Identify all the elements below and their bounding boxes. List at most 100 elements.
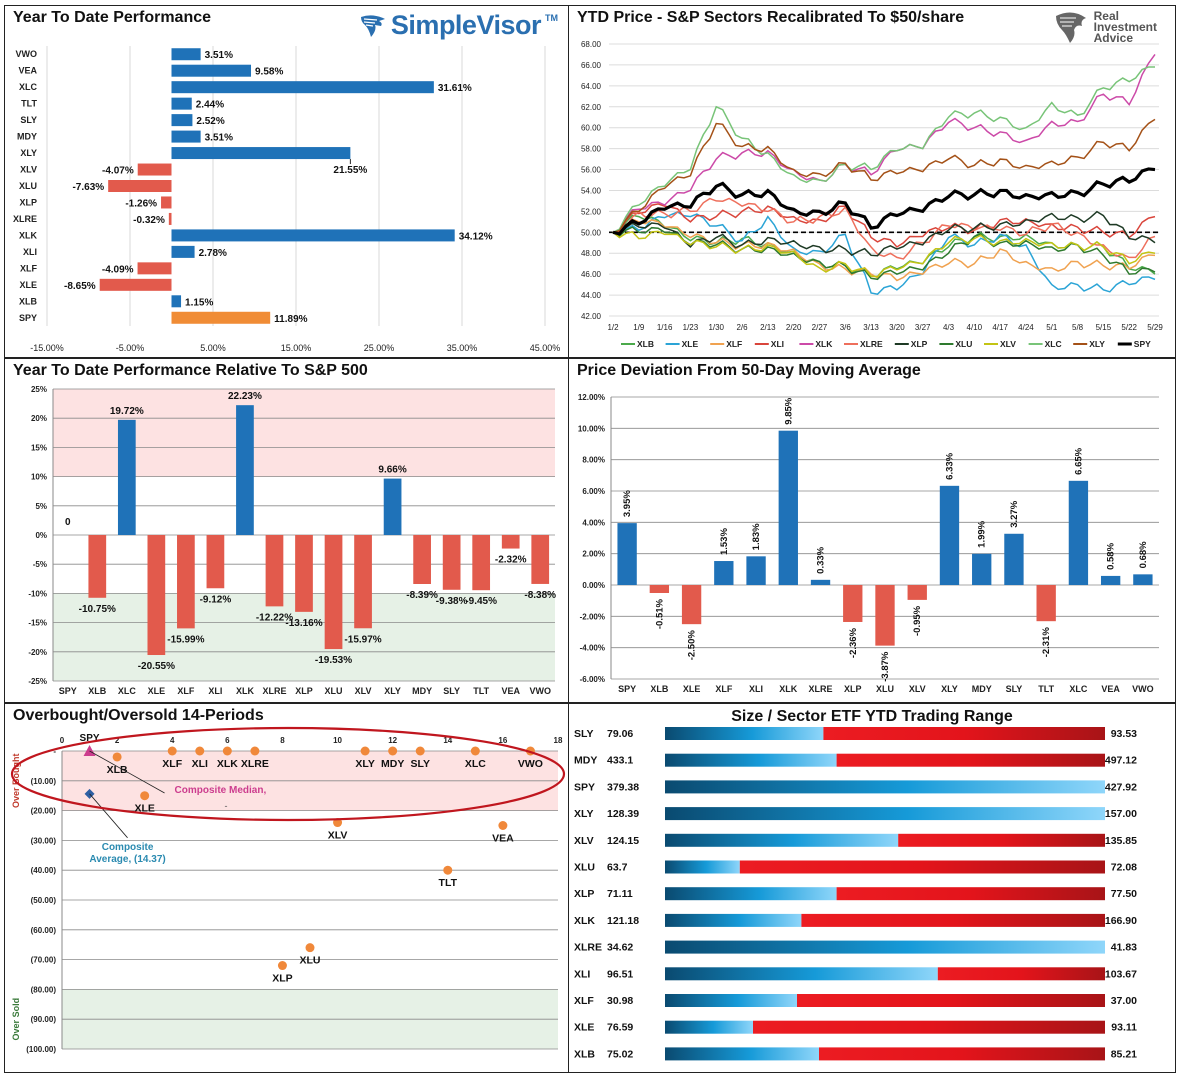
- y-tick-label: 10%: [31, 473, 47, 482]
- y-tick-label: 6.00%: [582, 487, 605, 496]
- y-tick-label: -6.00%: [580, 675, 605, 684]
- y-tick-label: -2.00%: [580, 612, 605, 621]
- ticker-label: SLY: [574, 728, 593, 740]
- bar: [137, 262, 172, 275]
- y-tick-label: 0.00%: [582, 581, 605, 590]
- chart-title: YTD Price - S&P Sectors Recalibrated To …: [577, 9, 965, 26]
- category-label: SPY: [19, 313, 37, 323]
- data-label: 9.58%: [255, 67, 283, 78]
- low-value: 76.59: [607, 1022, 633, 1034]
- data-point: [112, 752, 122, 762]
- range-bar-red: [753, 1020, 1105, 1034]
- chart-title: Price Deviation From 50-Day Moving Avera…: [577, 362, 921, 379]
- data-label: -10.75%: [79, 604, 116, 615]
- category-label: MDY: [972, 684, 992, 694]
- y-tick-label: 42.00: [581, 312, 602, 321]
- x-tick-label: 2/6: [736, 323, 748, 332]
- bar: [1133, 574, 1153, 585]
- ticker-label: XLU: [574, 862, 595, 874]
- range-bar-blue: [665, 860, 740, 874]
- series-line-xlf: [612, 218, 1156, 282]
- legend-label: XLP: [911, 339, 928, 349]
- point-label: XLY: [355, 758, 374, 770]
- series-line-xly: [612, 118, 1156, 234]
- data-point: [250, 746, 260, 756]
- overbought-oversold-chart: - (10.00) (20.00) (30.00) (40.00) (50.00) (60.…: [10, 726, 566, 1054]
- x-tick-label: 10: [333, 736, 342, 745]
- data-label: -4.09%: [102, 264, 134, 275]
- range-bar-blue: [665, 967, 938, 981]
- legend-label: XLY: [1089, 339, 1105, 349]
- x-tick-label: 45.00%: [530, 343, 561, 353]
- x-tick-label: 1/16: [657, 323, 673, 332]
- bar: [1004, 533, 1024, 585]
- x-tick-label: 8: [280, 736, 285, 745]
- series-line-xle: [612, 211, 1156, 296]
- ticker-label: SPY: [574, 781, 595, 793]
- category-label: XLC: [19, 82, 38, 92]
- chart-title: Year To Date Performance Relative To S&P…: [13, 362, 368, 379]
- ticker-label: XLRE: [574, 942, 602, 954]
- ticker-label: XLB: [574, 1048, 595, 1060]
- bar: [531, 535, 550, 584]
- bar: [236, 405, 254, 535]
- x-tick-label: 3/13: [863, 323, 879, 332]
- y-tick-label: 2.00%: [582, 550, 605, 559]
- bar: [1068, 480, 1089, 585]
- data-label: -8.39%: [406, 590, 438, 601]
- range-bar-blue: [665, 807, 1105, 821]
- category-label: XLV: [909, 684, 926, 694]
- category-label: XLK: [236, 686, 255, 696]
- low-value: 96.51: [607, 968, 633, 980]
- low-value: 379.38: [607, 781, 639, 793]
- ticker-label: MDY: [574, 755, 597, 767]
- legend-label: XLU: [955, 339, 972, 349]
- trading-range-chart: SLY 79.06 93.53 MDY 433.1 497.12 SPY 379.38 427.…: [574, 727, 1137, 1061]
- y-tick-label: -5%: [33, 560, 47, 569]
- oversold-axis-label: Over Sold: [11, 998, 21, 1041]
- highlight-ellipse: [10, 726, 566, 822]
- point-label: XLK: [217, 758, 238, 770]
- chart-title: Year To Date Performance: [13, 9, 212, 26]
- ytd-price-chart: 42.00 44.00 46.00 48.00 50.00 52.00 54.00 56.00…: [581, 40, 1163, 349]
- point-label: XLE: [134, 803, 154, 815]
- category-label: XLY: [941, 684, 958, 694]
- legend-label: XLE: [682, 339, 699, 349]
- category-label: MDY: [412, 686, 432, 696]
- panel-ytd-price: YTD Price - S&P Sectors Recalibrated To …: [568, 5, 1176, 358]
- point-label: XLU: [300, 955, 321, 967]
- data-label: -1.26%: [125, 198, 157, 209]
- data-label: 0.58%: [1106, 542, 1117, 569]
- data-point: [140, 791, 150, 801]
- data-label: 1.99%: [977, 520, 988, 547]
- x-tick-label: 0: [60, 736, 65, 745]
- bar: [354, 535, 372, 629]
- series-line-xlp: [612, 210, 1156, 257]
- range-bar-red: [898, 833, 1105, 847]
- category-label: XLP: [19, 197, 37, 207]
- composite-median-marker: [83, 745, 96, 756]
- panel-relative-performance: Year To Date Performance Relative To S&P…: [4, 358, 569, 703]
- data-label: -2.36%: [848, 627, 859, 658]
- eagle-head-icon: [1055, 12, 1086, 43]
- data-label: 1.83%: [751, 523, 762, 550]
- bar: [778, 430, 798, 585]
- category-label: SPY: [59, 686, 77, 696]
- category-label: XLV: [20, 165, 37, 175]
- bar: [714, 561, 734, 585]
- y-tick-label: 0%: [35, 531, 47, 540]
- point-label: XLI: [192, 758, 208, 770]
- series-line-xlv: [612, 230, 1156, 278]
- legend-label: SPY: [1134, 339, 1151, 349]
- high-value: 157.00: [1105, 808, 1137, 820]
- y-tick-label: (60.00): [31, 926, 57, 935]
- x-tick-label: 18: [554, 736, 563, 745]
- point-label: VEA: [492, 833, 514, 845]
- bar: [907, 585, 927, 600]
- category-label: VWO: [529, 686, 551, 696]
- range-bar-blue: [665, 1020, 753, 1034]
- x-tick-label: 25.00%: [364, 343, 395, 353]
- high-value: 93.11: [1111, 1022, 1137, 1034]
- series-line-xlk: [612, 54, 1156, 234]
- range-bar-blue: [665, 994, 797, 1007]
